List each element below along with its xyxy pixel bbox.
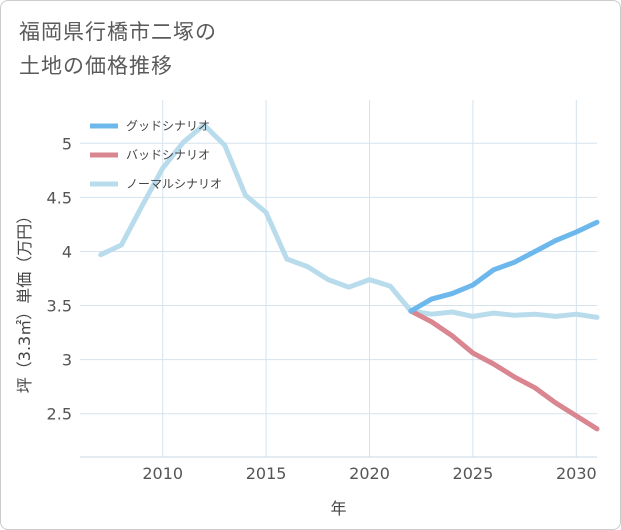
series-line-0 bbox=[408, 219, 600, 314]
chart-title-line-1: 福岡県行橋市二塚の bbox=[19, 20, 217, 44]
x-tick-label: 2020 bbox=[349, 464, 390, 483]
y-tick-label: 3 bbox=[62, 351, 72, 370]
legend-label: ノーマルシナリオ bbox=[126, 177, 222, 191]
y-axis-ticks: 2.5 3 3.5 4 4.5 5 bbox=[47, 134, 72, 423]
y-tick-label: 4.5 bbox=[47, 188, 72, 207]
x-axis-title: 年 bbox=[330, 499, 346, 518]
y-tick-label: 3.5 bbox=[47, 297, 72, 316]
y-axis-title: 坪（3.3㎡）単価（万円） bbox=[15, 208, 34, 393]
chart-title-line-2: 土地の価格推移 bbox=[19, 54, 173, 78]
y-tick-label: 5 bbox=[62, 134, 72, 153]
legend-label: グッドシナリオ bbox=[126, 119, 210, 133]
x-tick-label: 2015 bbox=[246, 464, 287, 483]
chart-title: 福岡県行橋市二塚の 土地の価格推移 bbox=[19, 15, 217, 83]
y-tick-label: 4 bbox=[62, 242, 72, 261]
legend-label: バッドシナリオ bbox=[126, 148, 210, 162]
series-layer bbox=[98, 122, 600, 432]
y-tick-label: 2.5 bbox=[47, 405, 72, 424]
x-tick-label: 2010 bbox=[142, 464, 183, 483]
x-tick-label: 2025 bbox=[453, 464, 494, 483]
x-tick-label: 2030 bbox=[556, 464, 597, 483]
series-line-2 bbox=[98, 122, 600, 320]
x-axis-ticks: 2010 2015 2020 2025 2030 bbox=[142, 464, 596, 483]
series-line-1 bbox=[408, 308, 600, 432]
